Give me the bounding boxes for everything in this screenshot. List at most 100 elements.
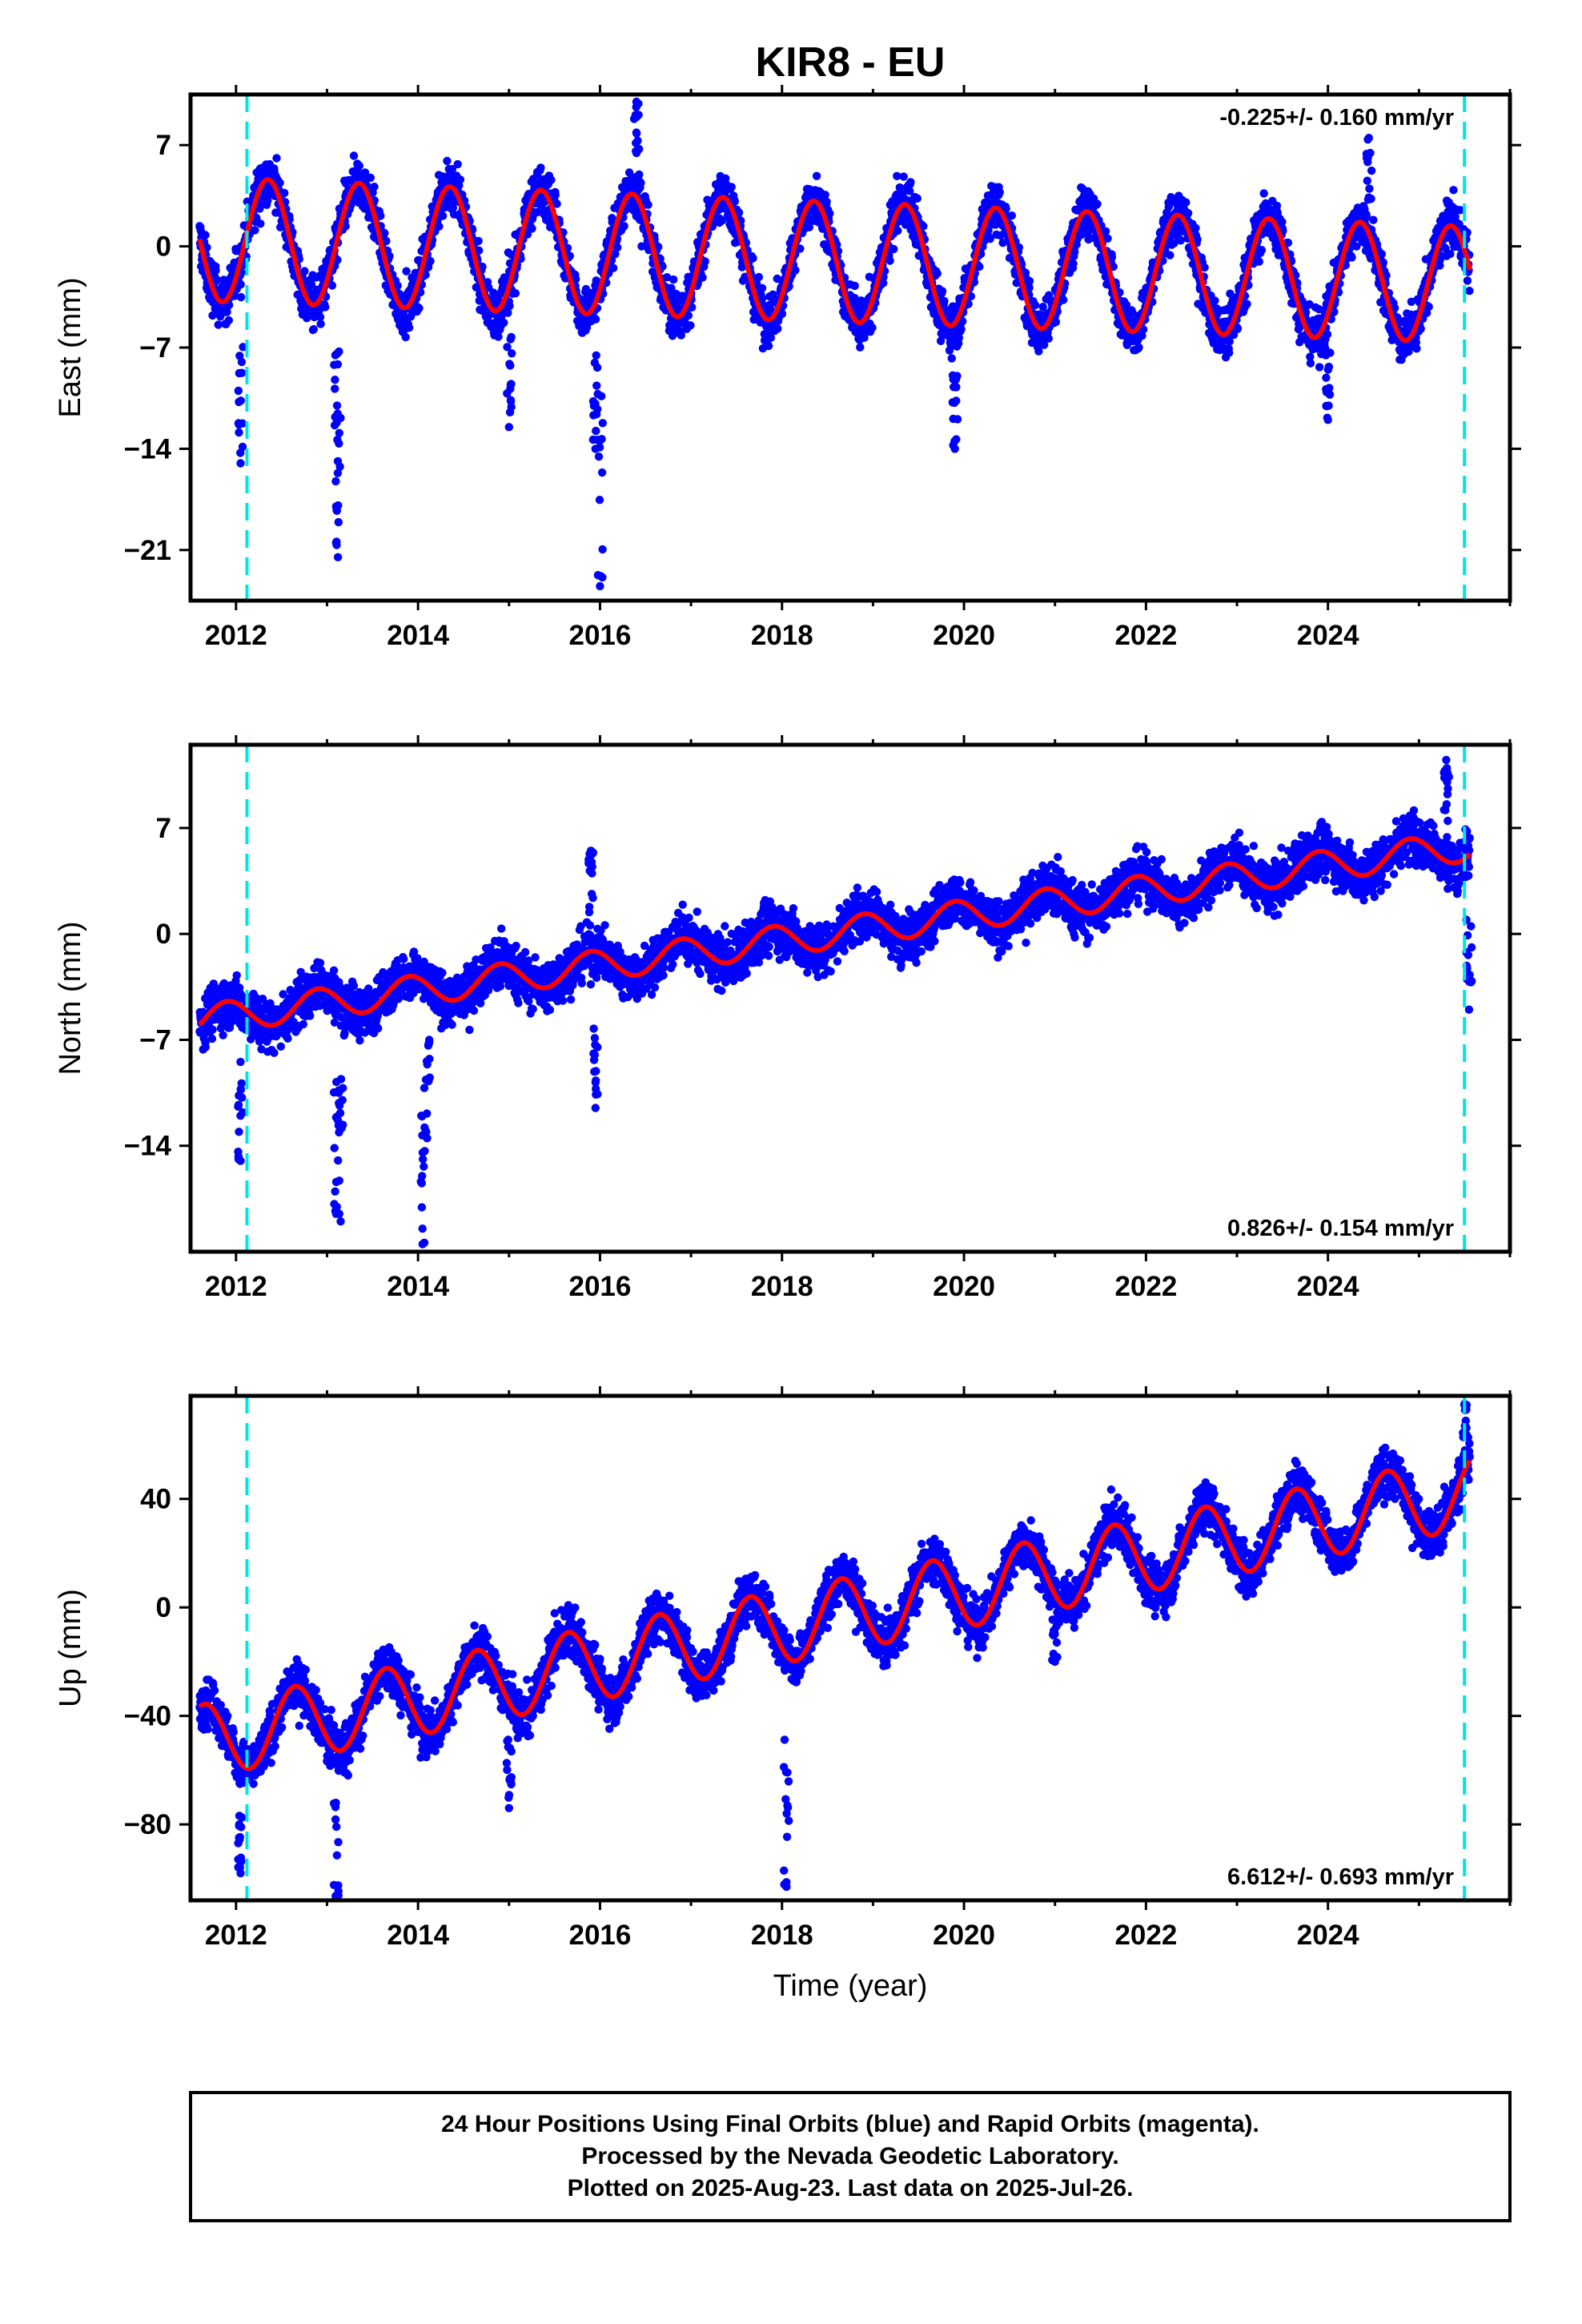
east-observation-point	[589, 400, 599, 409]
east-observation-point	[757, 283, 767, 292]
east-observation-point	[572, 275, 580, 283]
east-observation-point	[591, 315, 600, 324]
east-observation-point	[500, 318, 508, 328]
east-observation-point	[1030, 300, 1040, 310]
east-observation-point	[919, 222, 928, 231]
east-observation-point	[598, 419, 607, 428]
east-observation-point	[332, 541, 341, 549]
east-observation-point	[684, 311, 693, 320]
east-observation-point	[300, 267, 309, 275]
east-observation-point	[426, 256, 435, 266]
east-outlier-point	[632, 97, 641, 107]
east-observation-point	[850, 281, 859, 291]
east-observation-point	[1233, 324, 1243, 333]
east-outlier-point	[236, 459, 245, 468]
east-observation-point	[421, 271, 430, 279]
east-observation-point	[1122, 300, 1131, 309]
east-observation-point	[905, 187, 914, 195]
east-observation-point	[236, 396, 245, 405]
east-observation-point	[235, 428, 243, 437]
east-observation-point	[415, 304, 424, 313]
east-observation-point	[1364, 194, 1374, 203]
east-y-tick-label: 0	[156, 231, 171, 263]
east-observation-point	[592, 363, 602, 372]
east-observation-point	[256, 219, 265, 228]
east-observation-point	[511, 289, 520, 298]
east-observation-point	[1365, 184, 1374, 193]
east-observation-point	[528, 224, 536, 233]
east-observation-point	[1463, 276, 1472, 285]
east-observation-point	[933, 269, 942, 278]
east-observation-point	[952, 383, 961, 392]
east-observation-point	[893, 171, 901, 180]
east-observation-point	[327, 281, 337, 290]
east-observation-point	[333, 360, 342, 369]
east-observation-point	[634, 111, 643, 119]
east-observation-point	[201, 231, 210, 239]
east-observation-point	[822, 197, 831, 207]
east-observation-point	[632, 129, 641, 138]
north-observation-point	[207, 1034, 217, 1043]
east-observation-point	[764, 341, 773, 351]
east-observation-point	[1040, 340, 1049, 349]
east-observation-point	[1224, 348, 1234, 357]
east-observation-point	[957, 325, 966, 334]
east-observation-point	[1025, 276, 1034, 286]
east-observation-point	[1465, 287, 1474, 296]
east-x-tick-label: 2014	[387, 620, 449, 651]
east-observation-point	[717, 216, 727, 225]
north-observation-point	[219, 1031, 227, 1039]
east-observation-point	[773, 324, 782, 333]
east-observation-point	[595, 443, 604, 452]
east-x-tick-label: 2020	[933, 620, 995, 651]
east-observation-point	[1038, 303, 1047, 312]
east-observation-point	[1272, 201, 1282, 211]
east-observation-point	[1182, 198, 1191, 207]
east-observation-point	[309, 324, 319, 334]
east-observation-point	[821, 191, 829, 199]
east-observation-point	[913, 194, 922, 203]
east-observation-point	[565, 251, 574, 260]
east-observation-point	[1446, 249, 1455, 259]
east-observation-point	[237, 368, 247, 377]
east-observation-point	[975, 262, 984, 271]
east-observation-point	[1025, 283, 1034, 292]
east-observation-point	[766, 333, 776, 342]
east-outlier-point	[1323, 416, 1332, 424]
east-observation-point	[1191, 223, 1200, 232]
east-observation-point	[1014, 243, 1024, 252]
east-observation-point	[523, 230, 532, 239]
east-observation-point	[777, 309, 787, 319]
east-observation-point	[899, 172, 908, 181]
east-observation-point	[1369, 215, 1378, 224]
east-observation-point	[1166, 251, 1174, 259]
east-observation-point	[331, 351, 340, 360]
east-observation-point	[438, 211, 448, 220]
east-x-tick-label: 2016	[569, 620, 632, 651]
east-observation-point	[236, 280, 245, 289]
east-observation-point	[597, 468, 607, 477]
east-observation-point	[1134, 343, 1143, 352]
east-observation-point	[954, 333, 964, 343]
east-observation-point	[658, 262, 667, 271]
east-observation-point	[936, 336, 946, 345]
east-observation-point	[611, 250, 620, 259]
east-observation-point	[893, 226, 902, 235]
east-y-axis-label: East (mm)	[54, 277, 87, 417]
east-x-tick-label: 2024	[1297, 620, 1359, 651]
east-observation-point	[376, 211, 385, 220]
east-observation-point	[1257, 246, 1267, 255]
east-observation-point	[635, 170, 644, 179]
east-observation-point	[1002, 204, 1010, 213]
east-observation-point	[686, 321, 695, 330]
east-observation-point	[632, 147, 640, 155]
east-observation-point	[234, 419, 243, 428]
east-observation-point	[1347, 253, 1356, 262]
east-observation-point	[508, 349, 516, 358]
east-observation-point	[504, 308, 512, 317]
east-observation-point	[754, 272, 764, 282]
east-observation-point	[385, 251, 394, 260]
east-observation-point	[953, 372, 962, 380]
east-observation-point	[669, 275, 678, 284]
east-observation-point	[958, 317, 967, 326]
